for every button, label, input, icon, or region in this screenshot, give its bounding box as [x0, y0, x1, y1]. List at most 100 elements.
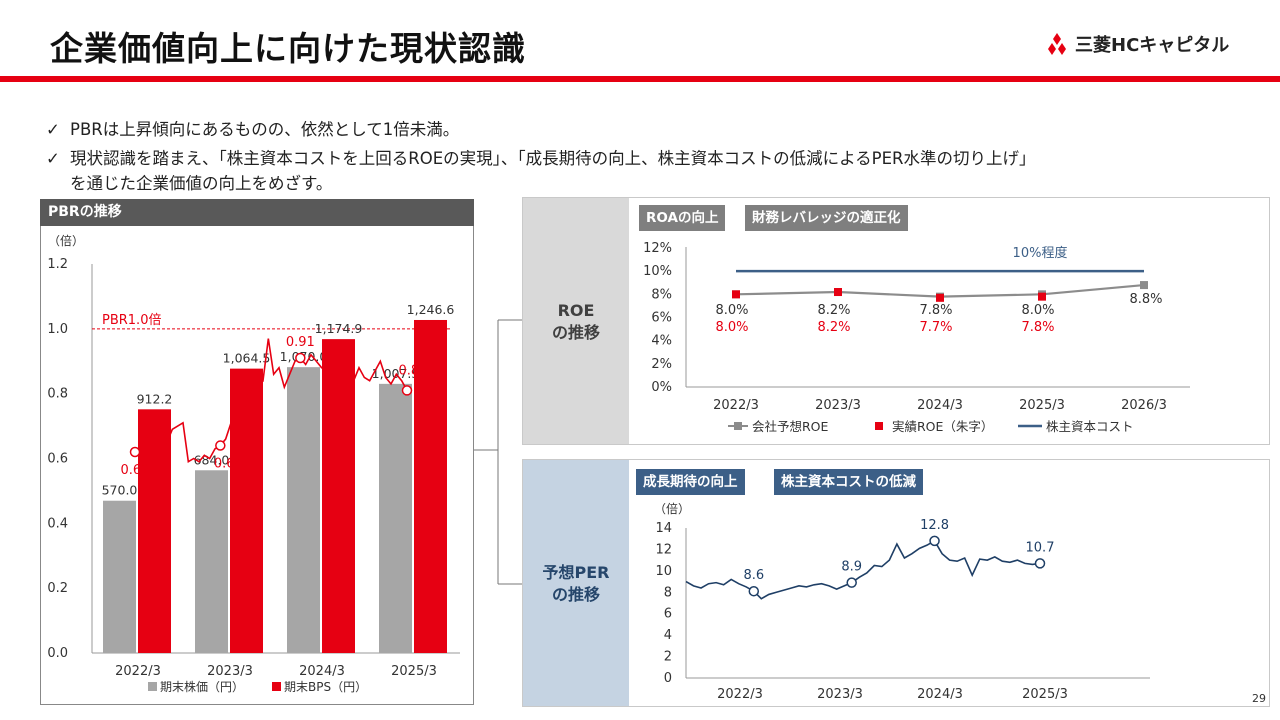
- per-side-label-line1: 予想PER: [542, 563, 610, 582]
- per-panel: [522, 459, 1270, 707]
- roe-forecast-label: 8.0%: [715, 303, 748, 318]
- roe-cost-label: 10%程度: [1013, 245, 1068, 261]
- bar-stock-price: [379, 383, 412, 653]
- roe-forecast-label: 7.8%: [919, 303, 952, 318]
- legend-cost-label: 株主資本コスト: [1046, 419, 1134, 434]
- per-x-tick: 2023/3: [817, 687, 863, 702]
- roe-y-tick: 4%: [651, 334, 672, 349]
- pbr-y-tick: 1.0: [47, 322, 68, 337]
- per-annotation-marker: [748, 585, 760, 597]
- bullet-1: ✓ PBRは上昇傾向にあるものの、依然として1倍未満。: [46, 116, 459, 140]
- per-y-tick: 6: [664, 607, 672, 622]
- roe-actual-marker: [936, 293, 944, 302]
- roe-chart: 12% 10% 8% 6% 4% 2% 0% 10%程度 8.0% 8.0% 8.2% 8.2% 7…: [643, 241, 1190, 434]
- roe-actual-marker: [1038, 292, 1046, 301]
- roe-y-tick: 0%: [651, 380, 672, 395]
- roe-legend: 会社予想ROE 実績ROE（朱字） 株主資本コスト: [728, 419, 1134, 434]
- per-y-tick: 4: [664, 628, 672, 643]
- legend-actual-label: 実績ROE（朱字）: [892, 419, 993, 434]
- pbr-unit-label: （倍）: [48, 233, 84, 248]
- roe-actual-marker: [732, 290, 740, 299]
- per-annotation-label: 8.9: [841, 560, 862, 575]
- pbr-y-tick: 0.8: [47, 387, 68, 402]
- per-annotation-marker: [846, 577, 857, 588]
- roe-y-tick: 6%: [651, 311, 672, 326]
- pbr-annotation-marker: [295, 352, 306, 364]
- pbr-y-tick: 0.6: [47, 452, 68, 467]
- per-y-tick: 2: [664, 650, 672, 665]
- legend-actual-swatch: [875, 422, 883, 430]
- tag-growth: 成長期待の向上: [636, 469, 745, 495]
- bar-bps-label: 1,246.6: [407, 302, 455, 317]
- pbr-annotation-label: 0.91: [286, 335, 315, 350]
- pbr-annotation-marker: [129, 446, 141, 458]
- bar-bps: [230, 368, 263, 653]
- tag-roa: ROAの向上: [639, 205, 726, 231]
- logo-text: 三菱HCキャピタル: [1075, 35, 1230, 56]
- bullet-2-text: 現状認識を踏まえ、「株主資本コストを上回るROEの実現」、「成長期待の向上、株主…: [70, 149, 1036, 168]
- page-title: 企業価値向上に向けた現状認識: [50, 29, 526, 68]
- pbr-x-tick: 2024/3: [299, 664, 345, 679]
- bar-stock-price-label: 684.0: [194, 452, 230, 467]
- legend-forecast-marker: [734, 422, 742, 430]
- pbr-legend: 期末株価（円） 期末BPS（円）: [148, 679, 367, 694]
- pbr-chart: （倍） 1.2 1.0 0.8 0.6 0.4 0.2 0.0 PBR1.0倍 570.0 9…: [47, 233, 460, 694]
- legend-forecast-label: 会社予想ROE: [752, 419, 829, 434]
- tag-cost-reduction: 株主資本コストの低減: [774, 469, 923, 495]
- roe-forecast-label: 8.8%: [1129, 292, 1162, 307]
- legend-bps-label: 期末BPS（円）: [284, 680, 367, 694]
- three-diamonds-icon: [1048, 33, 1066, 55]
- roe-forecast-label: 8.0%: [1021, 303, 1054, 318]
- per-annotation-marker: [929, 535, 940, 547]
- bar-stock-price-label: 570.0: [102, 483, 138, 498]
- bullet-2: ✓ 現状認識を踏まえ、「株主資本コストを上回るROEの実現」、「成長期待の向上、株…: [46, 145, 1035, 169]
- roe-forecast-label: 8.2%: [817, 303, 850, 318]
- per-y-tick: 8: [664, 585, 672, 600]
- bullet-2-continuation: を通じた企業価値の向上をめざす。: [70, 174, 333, 193]
- bar-bps: [414, 319, 447, 653]
- bar-stock-price: [103, 500, 136, 653]
- pbr-x-tick: 2023/3: [207, 664, 253, 679]
- roe-x-tick: 2025/3: [1019, 398, 1065, 413]
- bar-stock-price: [287, 367, 320, 653]
- roe-y-tick: 10%: [643, 264, 672, 279]
- pbr-line-series: [134, 338, 408, 464]
- per-y-tick: 0: [664, 671, 672, 686]
- roe-y-tick: 8%: [651, 287, 672, 302]
- bullet-1-text: PBRは上昇傾向にあるものの、依然として1倍未満。: [70, 120, 460, 139]
- pbr-annotation-label: 0.81: [399, 363, 428, 378]
- roe-side-bar: [523, 198, 629, 444]
- panel-connector: [474, 319, 523, 585]
- per-annotation-marker: [1034, 558, 1046, 569]
- roe-y-tick: 12%: [643, 241, 672, 256]
- roe-forecast-marker: [1140, 281, 1148, 290]
- check-icon: ✓: [46, 120, 60, 139]
- roe-x-tick: 2022/3: [713, 398, 759, 413]
- pbr-annotation-label: 0.62: [121, 463, 150, 478]
- per-y-tick: 14: [655, 521, 672, 536]
- legend-bps-swatch: [272, 682, 281, 691]
- roe-side-label-line2: の推移: [551, 323, 600, 342]
- roe-x-tick: 2024/3: [917, 398, 963, 413]
- roe-x-tick: 2026/3: [1121, 398, 1167, 413]
- per-line-series: [685, 539, 1041, 600]
- pbr-annotation-marker: [401, 385, 413, 396]
- pbr-panel-header: PBRの推移: [40, 199, 474, 226]
- pbr-reference-label: PBR1.0倍: [102, 313, 161, 328]
- roe-actual-marker: [834, 288, 842, 297]
- per-side-bar: [523, 460, 629, 706]
- per-x-tick: 2022/3: [717, 687, 763, 702]
- pbr-y-tick: 0.4: [47, 516, 68, 531]
- pbr-x-tick: 2025/3: [391, 664, 437, 679]
- per-side-label-line2: の推移: [551, 585, 600, 604]
- per-y-tick: 10: [655, 564, 672, 579]
- roe-panel: [522, 197, 1270, 445]
- per-x-tick: 2025/3: [1022, 687, 1068, 702]
- bar-bps: [138, 409, 171, 653]
- bar-bps-label: 1,064.5: [223, 351, 271, 366]
- per-chart: （倍） 14 12 10 8 6 4 2 0 8.6 8.9 12.8 10.7 2022/3 202…: [654, 501, 1150, 702]
- legend-price-swatch: [148, 682, 157, 691]
- bar-bps-label: 1,174.9: [315, 321, 363, 336]
- per-annotation-label: 8.6: [743, 568, 764, 583]
- per-annotation-label: 10.7: [1026, 540, 1055, 555]
